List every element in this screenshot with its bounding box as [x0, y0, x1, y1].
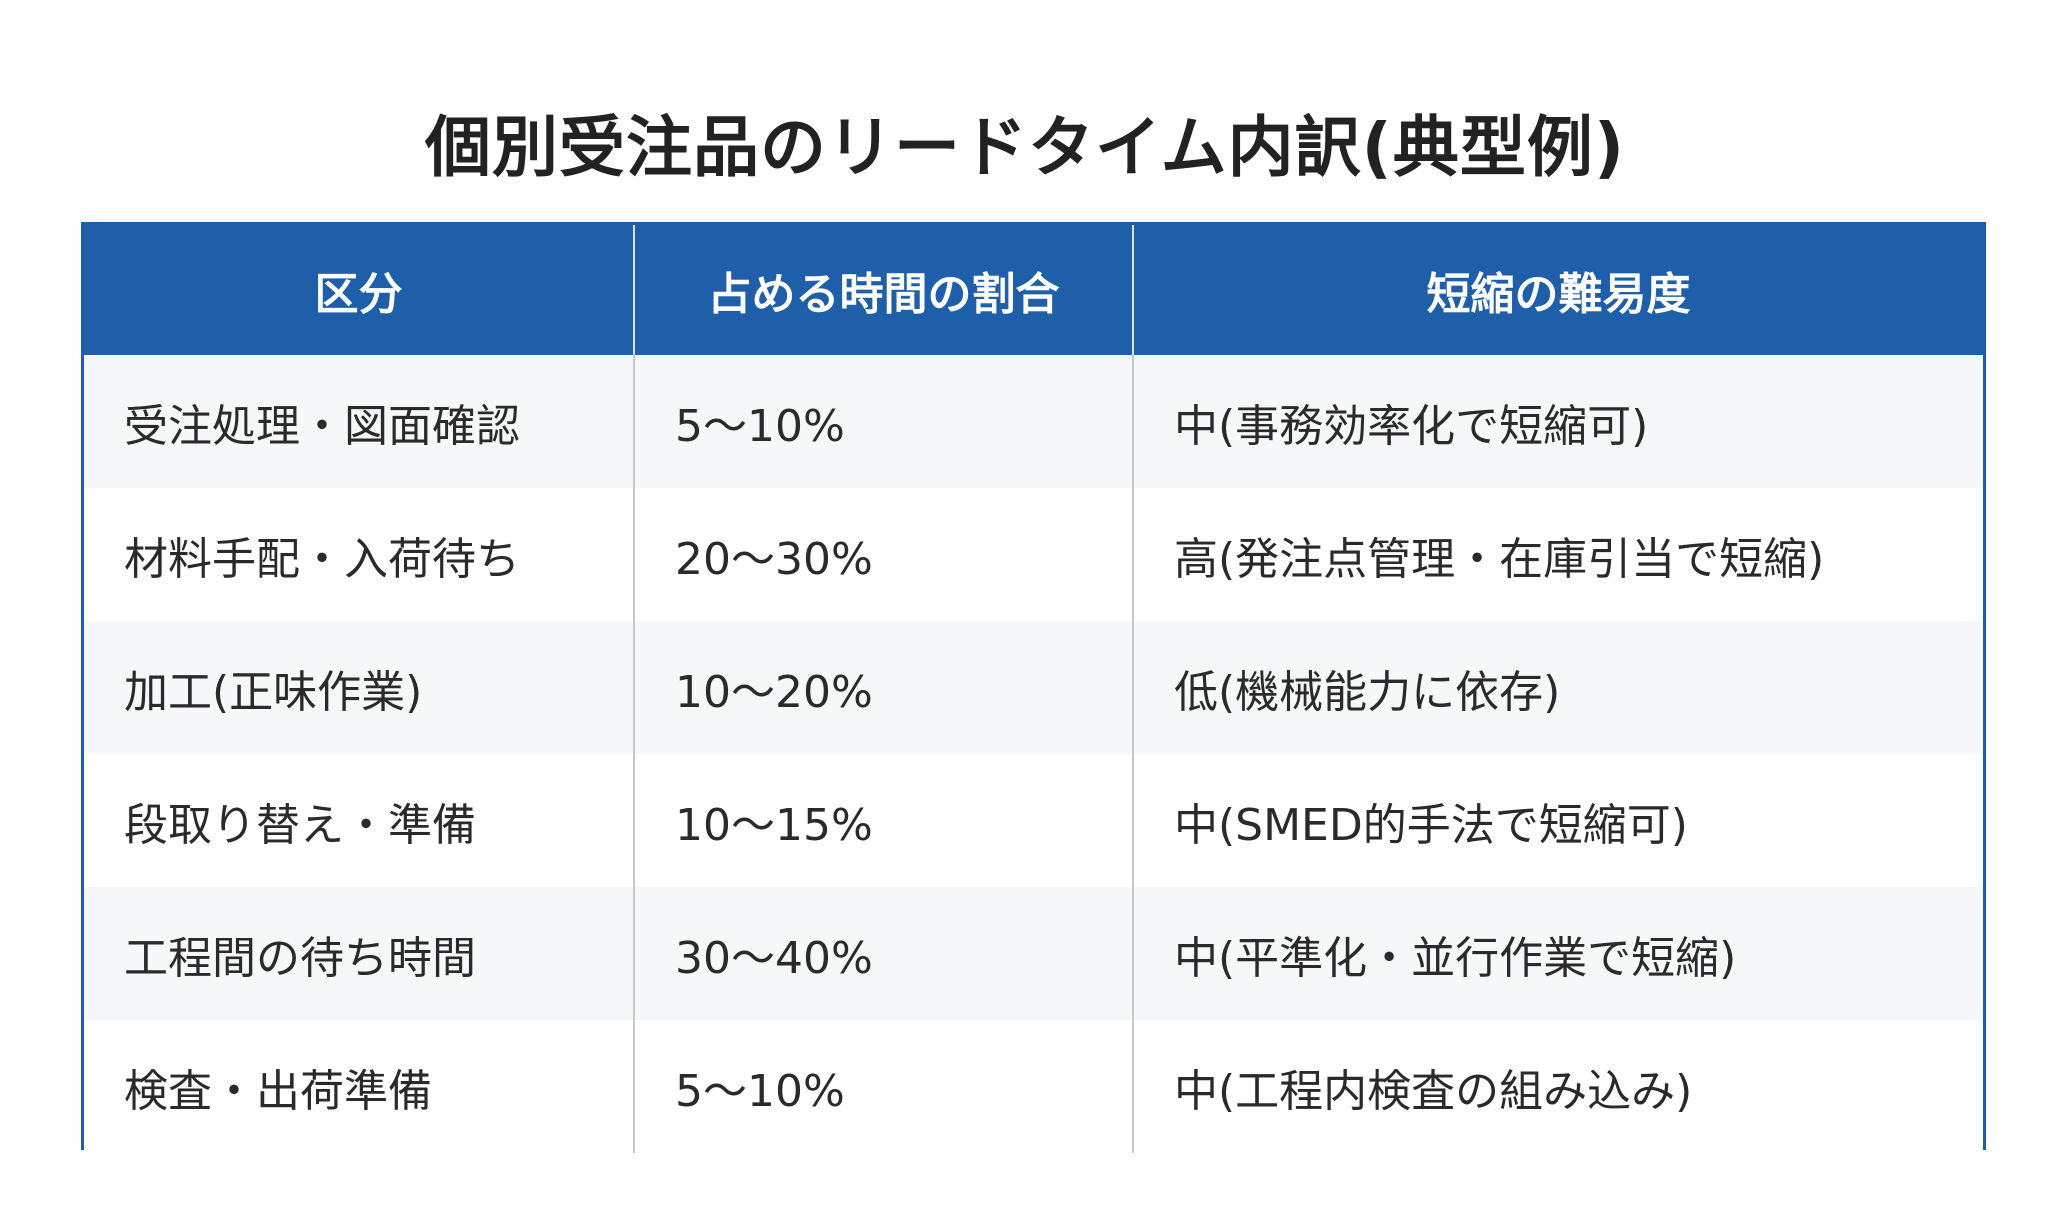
cell-category: 受注処理・図面確認	[84, 355, 635, 488]
cell-time-share: 20〜30%	[634, 488, 1134, 621]
cell-difficulty: 中(SMED的手法で短縮可)	[1133, 754, 1983, 887]
cell-category: 検査・出荷準備	[84, 1020, 635, 1153]
lead-time-table: 区分 占める時間の割合 短縮の難易度 受注処理・図面確認 5〜10% 中(事務効…	[81, 222, 1986, 1153]
cell-category: 材料手配・入荷待ち	[84, 488, 635, 621]
header-time-share: 占める時間の割合	[634, 225, 1134, 355]
table-header: 区分 占める時間の割合 短縮の難易度	[84, 225, 1983, 355]
header-category: 区分	[84, 225, 635, 355]
cell-time-share: 10〜15%	[634, 754, 1134, 887]
cell-difficulty: 中(工程内検査の組み込み)	[1133, 1020, 1983, 1153]
cell-category: 段取り替え・準備	[84, 754, 635, 887]
cell-category: 工程間の待ち時間	[84, 887, 635, 1020]
header-difficulty: 短縮の難易度	[1133, 225, 1983, 355]
table-row: 材料手配・入荷待ち 20〜30% 高(発注点管理・在庫引当で短縮)	[84, 488, 1983, 621]
cell-category: 加工(正味作業)	[84, 621, 635, 754]
cell-difficulty: 低(機械能力に依存)	[1133, 621, 1983, 754]
table: 区分 占める時間の割合 短縮の難易度 受注処理・図面確認 5〜10% 中(事務効…	[84, 225, 1983, 1153]
table-row: 検査・出荷準備 5〜10% 中(工程内検査の組み込み)	[84, 1020, 1983, 1153]
cell-difficulty: 高(発注点管理・在庫引当で短縮)	[1133, 488, 1983, 621]
cell-time-share: 10〜20%	[634, 621, 1134, 754]
cell-difficulty: 中(平準化・並行作業で短縮)	[1133, 887, 1983, 1020]
cell-time-share: 5〜10%	[634, 355, 1134, 488]
table-row: 加工(正味作業) 10〜20% 低(機械能力に依存)	[84, 621, 1983, 754]
page-title: 個別受注品のリードタイム内訳(典型例)	[424, 109, 1625, 187]
table-body: 受注処理・図面確認 5〜10% 中(事務効率化で短縮可) 材料手配・入荷待ち 2…	[84, 355, 1983, 1153]
cell-time-share: 5〜10%	[634, 1020, 1134, 1153]
cell-difficulty: 中(事務効率化で短縮可)	[1133, 355, 1983, 488]
table-row: 段取り替え・準備 10〜15% 中(SMED的手法で短縮可)	[84, 754, 1983, 887]
cell-time-share: 30〜40%	[634, 887, 1134, 1020]
table-row: 受注処理・図面確認 5〜10% 中(事務効率化で短縮可)	[84, 355, 1983, 488]
table-row: 工程間の待ち時間 30〜40% 中(平準化・並行作業で短縮)	[84, 887, 1983, 1020]
header-row: 区分 占める時間の割合 短縮の難易度	[84, 225, 1983, 355]
